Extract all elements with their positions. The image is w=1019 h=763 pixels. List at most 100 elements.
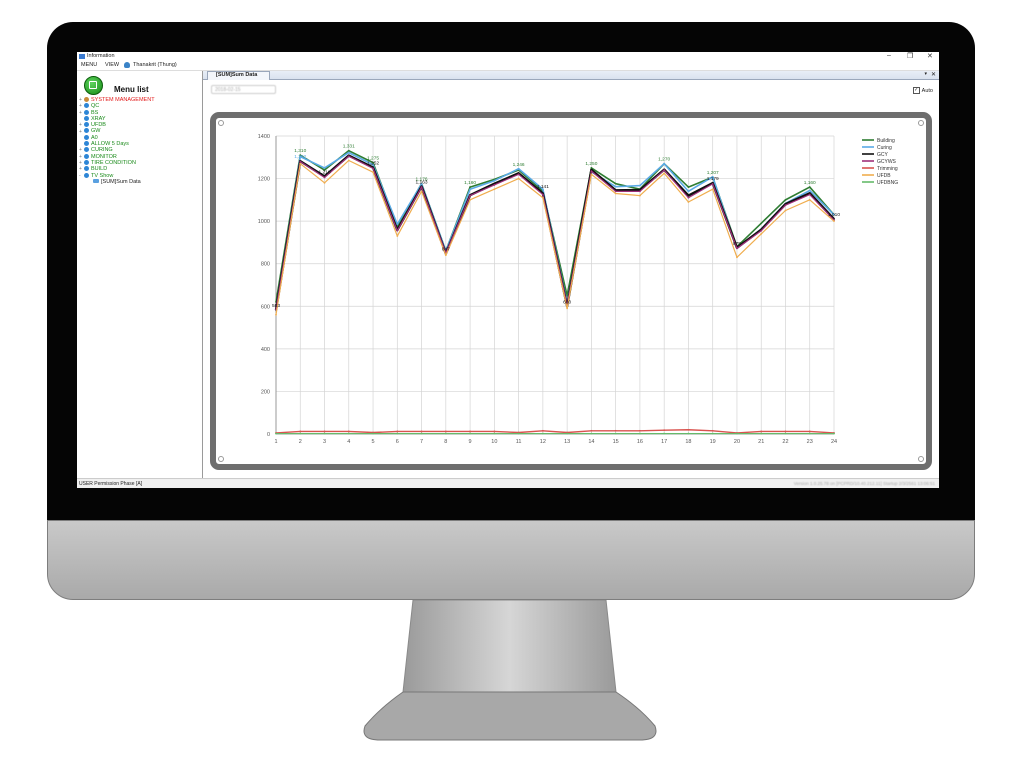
data-point-ufdb <box>275 313 277 316</box>
data-point-trimming <box>808 430 811 433</box>
x-tick-label: 5 <box>372 439 375 445</box>
menu-list-title: Menu list <box>114 85 149 94</box>
x-tick-label: 20 <box>734 439 740 445</box>
data-point-ufdbng <box>275 432 277 435</box>
data-point-gcyws <box>614 190 617 193</box>
x-tick-label: 19 <box>710 439 716 445</box>
data-point-building <box>590 167 593 169</box>
sidebar-item[interactable]: + MONITOR <box>79 153 201 160</box>
frame-corner-dot <box>918 120 924 126</box>
minimize-icon[interactable]: – <box>887 52 891 59</box>
data-point-trimming <box>396 430 399 433</box>
x-tick-label: 9 <box>469 439 472 445</box>
report-icon <box>93 179 99 184</box>
legend-entry: UFDB <box>877 173 891 179</box>
toolbar: 2018-02-15 ✓ Auto <box>203 80 939 100</box>
data-point-ufdb <box>372 171 374 174</box>
y-tick-label: 1200 <box>258 177 270 183</box>
data-point-trimming <box>347 430 350 433</box>
sidebar-item-label: ALLOW 5 Days <box>91 141 129 148</box>
sidebar-item-label: GW <box>91 128 101 135</box>
data-label: 1,331 <box>343 144 355 150</box>
sidebar-item-sum-data[interactable]: [SUM]Sum Data <box>79 179 201 185</box>
data-point-ufdb <box>663 172 666 175</box>
menu-menu[interactable]: MENU <box>81 62 98 68</box>
x-tick-label: 3 <box>323 439 326 445</box>
date-select[interactable]: 2018-02-15 <box>211 85 276 94</box>
frame-corner-dot <box>218 456 224 462</box>
user-name[interactable]: Thanakrit (Thung) <box>133 62 177 68</box>
tab-close-icon[interactable]: ✕ <box>930 72 936 78</box>
data-label: 1,163 <box>416 179 428 185</box>
data-point-ufdb <box>469 198 471 201</box>
data-point-ufdb <box>444 254 447 257</box>
x-tick-label: 17 <box>661 439 667 445</box>
chart-frame: 0 200 400 600 800 1000 1200 1400 1 2 3 4 5 6 7 8 9 10 11 12… <box>210 112 932 470</box>
data-point-trimming <box>420 430 423 433</box>
expand-toggle-icon[interactable]: + <box>79 147 82 154</box>
data-label: 1,310 <box>294 148 306 154</box>
status-permission: USER Permission Phase [A] <box>79 481 143 487</box>
sidebar-item[interactable]: + QC <box>79 103 201 109</box>
app-icon <box>79 54 85 59</box>
data-point-gcyws <box>299 160 302 163</box>
data-point-ufdbng <box>323 432 326 435</box>
expand-toggle-icon[interactable]: + <box>79 97 82 104</box>
tab-bar: [SUM]Sum Data ▾ ✕ <box>203 71 939 80</box>
expand-toggle-icon[interactable]: + <box>79 128 82 135</box>
tab-sum-data[interactable]: [SUM]Sum Data <box>207 71 271 80</box>
data-point-ufdbng <box>517 432 520 435</box>
sidebar-item[interactable]: ALLOW 5 Days <box>79 141 201 147</box>
expand-toggle-icon[interactable]: + <box>79 122 82 129</box>
sidebar-item[interactable]: XRAY <box>79 115 201 122</box>
restore-icon[interactable]: ❐ <box>907 53 914 60</box>
data-label: 1,270 <box>658 157 670 163</box>
x-tick-label: 8 <box>444 439 447 445</box>
sidebar-item[interactable]: + TIRE CONDITION <box>79 159 201 167</box>
sidebar-item[interactable]: + BUILD <box>79 166 201 172</box>
series-line-ufdb <box>275 159 835 315</box>
sidebar-item[interactable]: + SYSTEM MANAGEMENT <box>79 97 201 103</box>
expand-toggle-icon[interactable]: + <box>79 153 82 160</box>
sidebar-item[interactable]: + GW <box>79 128 201 135</box>
user-icon <box>124 62 130 68</box>
expand-toggle-icon[interactable]: - <box>79 172 81 179</box>
sidebar-item[interactable]: + UFDB <box>79 122 201 128</box>
sidebar-item[interactable]: + BS <box>79 109 201 116</box>
menu-home-icon[interactable] <box>84 76 103 95</box>
y-tick-label: 1400 <box>258 134 270 140</box>
data-point-trimming <box>299 430 302 433</box>
close-icon[interactable]: ✕ <box>927 53 933 60</box>
data-label: 1,282 <box>294 154 306 160</box>
expand-toggle-icon[interactable]: + <box>79 160 82 167</box>
data-point-building <box>299 154 302 157</box>
expand-toggle-icon[interactable]: + <box>79 109 82 116</box>
menu-view[interactable]: VIEW <box>105 62 120 68</box>
data-point-curing <box>711 175 714 178</box>
sidebar-item[interactable]: A0 <box>79 134 201 141</box>
data-point-ufdbng <box>760 432 763 435</box>
auto-check-icon[interactable]: ✓ <box>912 87 920 94</box>
sidebar-item-label: QC <box>91 103 100 110</box>
expand-toggle-icon[interactable]: + <box>79 103 82 110</box>
data-point-gcyws <box>372 167 374 170</box>
expand-toggle-icon[interactable]: + <box>79 166 82 173</box>
sidebar-item[interactable]: - TV Show <box>79 172 201 179</box>
tab-dropdown-icon[interactable]: ▾ <box>924 71 927 77</box>
data-point-gcyws <box>517 173 520 176</box>
data-point-trimming <box>663 429 666 432</box>
auto-checkbox[interactable]: ✓ Auto <box>912 87 933 94</box>
data-point-ufdb <box>566 307 569 310</box>
x-tick-label: 14 <box>588 439 594 445</box>
folder-node-icon <box>84 153 89 159</box>
stand-base <box>363 691 657 741</box>
folder-node-icon <box>84 122 89 128</box>
x-tick-label: 21 <box>758 439 764 445</box>
data-point-gcyws <box>663 169 666 171</box>
data-point-ufdb <box>590 173 593 176</box>
sidebar-item[interactable]: + CURING <box>79 147 201 153</box>
data-point-trimming <box>784 430 787 433</box>
sidebar-item-label: BS <box>91 109 99 116</box>
data-label: 1,160 <box>804 180 816 186</box>
data-point-ufdbng <box>833 432 835 435</box>
